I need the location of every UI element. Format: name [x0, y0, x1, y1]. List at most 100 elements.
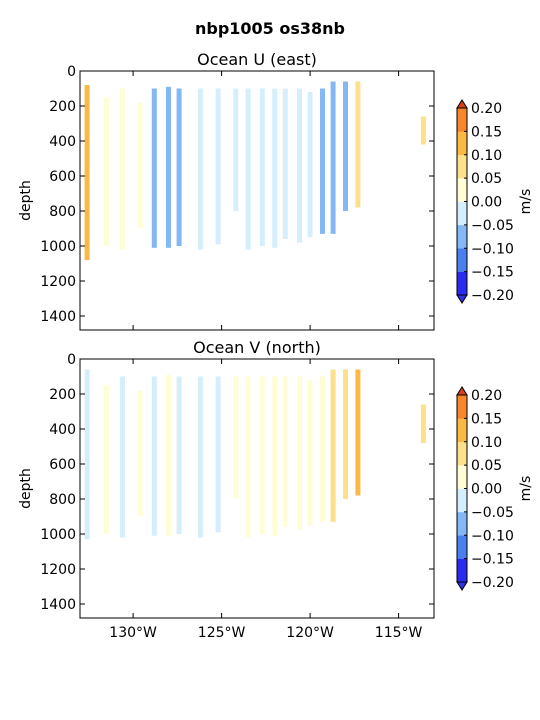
colorbar-extend-max [456, 99, 468, 109]
colorbar-segment [457, 558, 467, 583]
data-column [151, 88, 157, 248]
colorbar-tick-label: 0.15 [471, 411, 502, 427]
data-column [297, 88, 302, 243]
data-column [176, 88, 182, 246]
data-column [297, 376, 302, 531]
y-tick-label: 1400 [40, 597, 76, 613]
colorbar-tick-label: 0.20 [471, 388, 502, 404]
colorbar-extend-min [456, 581, 468, 591]
data-column [245, 376, 251, 538]
colorbar-tick-label: −0.15 [471, 552, 514, 568]
data-column [307, 380, 313, 526]
data-column [137, 390, 143, 517]
data-column [355, 81, 361, 208]
data-column [233, 376, 239, 499]
colorbar-extend-max [456, 386, 468, 396]
data-column [420, 404, 426, 443]
data-column [307, 92, 313, 238]
y-tick-label: 1000 [40, 527, 76, 543]
y-tick-label: 0 [67, 352, 76, 368]
figure-title: nbp1005 os38nb [194, 19, 346, 38]
y-axis-label: depth [18, 468, 34, 509]
plot-frame [79, 358, 435, 619]
colorbar-tick-label: 0.00 [471, 195, 502, 211]
colorbar-tick-label: 0.10 [471, 148, 502, 164]
colorbar-tick-label: 0.15 [471, 124, 502, 140]
data-column [120, 88, 125, 250]
colorbar-segment [457, 201, 467, 226]
data-column [272, 88, 278, 248]
y-tick-label: 0 [67, 64, 76, 80]
data-column [215, 88, 221, 245]
chart-panel-2: Ocean V (north) 0 200 400 600 800 1000 1200 1400… [18, 338, 534, 641]
data-column [282, 376, 288, 527]
colorbar-segment [457, 535, 467, 559]
data-column [84, 85, 90, 260]
colorbar-segment [457, 224, 467, 249]
colorbar-segment [457, 511, 467, 536]
data-column [151, 376, 157, 536]
data-column [272, 376, 278, 536]
colorbar-label: m/s [518, 476, 534, 502]
data-column [137, 102, 143, 229]
data-column [120, 376, 125, 538]
data-column [104, 385, 109, 535]
colorbar-tick-label: −0.20 [471, 575, 514, 591]
y-tick-label: 400 [49, 422, 76, 438]
colorbar-segment [457, 418, 467, 443]
colorbar-segment [457, 154, 467, 179]
colorbar-segment [457, 441, 467, 466]
x-tick-label: 125°W [198, 625, 246, 641]
y-tick-label: 1200 [40, 274, 76, 290]
data-column [330, 81, 336, 234]
colorbar-segment [457, 248, 467, 272]
colorbar-tick-label: −0.10 [471, 241, 514, 257]
colorbar-segment [457, 395, 467, 419]
y-axis-label: depth [18, 180, 34, 221]
colorbar-tick-label: 0.05 [471, 171, 502, 187]
plot-frame [79, 70, 435, 331]
data-column [420, 116, 426, 145]
chart-title: Ocean V (north) [193, 338, 321, 357]
y-tick-label: 600 [49, 169, 76, 185]
colorbar-segment [457, 465, 467, 489]
colorbar-tick-label: 0.10 [471, 435, 502, 451]
y-tick-label: 800 [49, 204, 76, 220]
x-tick-label: 130°W [109, 625, 157, 641]
colorbar-segment [457, 488, 467, 513]
data-column [245, 88, 251, 250]
x-tick-label: 115°W [375, 625, 423, 641]
data-column [259, 88, 265, 246]
data-column [320, 376, 325, 522]
data-column [104, 97, 109, 247]
colorbar-label: m/s [518, 189, 534, 215]
data-column [215, 376, 221, 533]
data-column [197, 88, 203, 250]
colorbar-segment [457, 271, 467, 296]
data-column [330, 369, 336, 522]
colorbar-segment [457, 131, 467, 156]
y-tick-label: 400 [49, 134, 76, 150]
colorbar-tick-label: 0.20 [471, 101, 502, 117]
y-tick-label: 200 [49, 387, 76, 403]
y-tick-label: 200 [49, 99, 76, 115]
colorbar-tick-label: −0.10 [471, 528, 514, 544]
chart-title: Ocean U (east) [197, 50, 317, 69]
y-tick-label: 800 [49, 492, 76, 508]
data-column [197, 376, 203, 538]
y-tick-label: 1000 [40, 239, 76, 255]
data-column [355, 369, 361, 496]
colorbar-tick-label: −0.20 [471, 288, 514, 304]
data-column [166, 86, 171, 248]
chart-panel-1: Ocean U (east) 0 200 400 600 800 1000 1200 1400 d… [18, 50, 534, 331]
data-column [320, 88, 325, 234]
colorbar-tick-label: 0.00 [471, 482, 502, 498]
x-tick-label: 120°W [286, 625, 334, 641]
colorbar-extend-min [456, 294, 468, 304]
y-tick-label: 600 [49, 457, 76, 473]
colorbar-tick-label: −0.15 [471, 265, 514, 281]
data-column [282, 88, 288, 239]
data-column [343, 369, 348, 499]
data-column [233, 88, 239, 211]
